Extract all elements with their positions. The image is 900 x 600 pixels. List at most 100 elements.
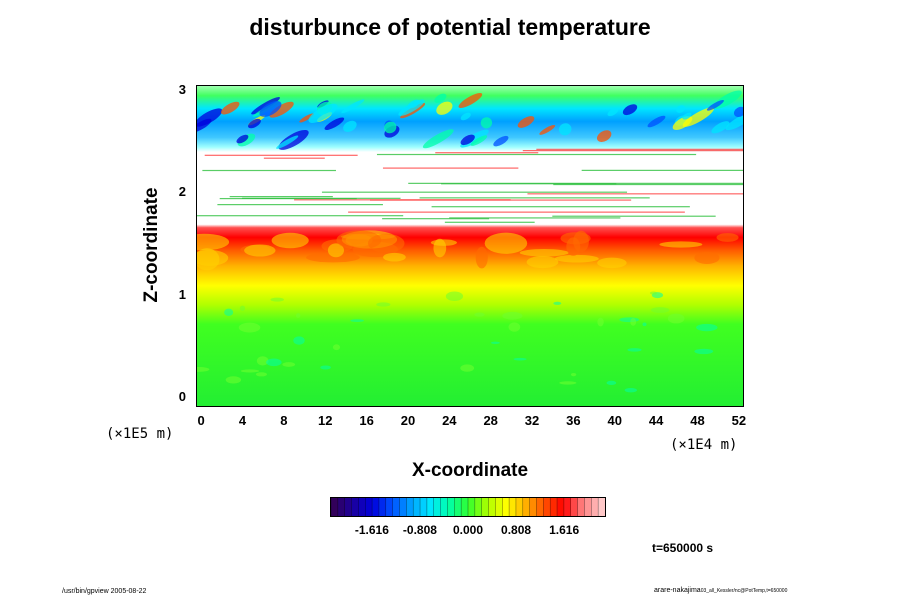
colorbar-cell (433, 498, 441, 516)
layer-streak (552, 215, 716, 217)
footer-left: /usr/bin/gpview 2005-08-22 (62, 588, 147, 595)
wave-blob (197, 108, 223, 127)
wave-blob (436, 101, 453, 115)
plot-area (196, 85, 744, 407)
colorbar-cell (406, 498, 414, 516)
lower-speck (293, 336, 305, 345)
layer-streak (449, 217, 621, 219)
lower-speck (490, 341, 500, 344)
footer-right: arare-nakajima03_all_Kessler/nc@PotTemp,… (654, 587, 787, 594)
wave-blob (460, 112, 471, 121)
layer-streak (444, 221, 535, 223)
y-tick-label: 1 (178, 286, 186, 302)
wave-blob (647, 115, 666, 128)
wave-blob (220, 101, 240, 115)
layer-streak (217, 204, 383, 206)
x-axis-unit: (×1E4 m) (670, 437, 738, 453)
warm-patch (694, 251, 720, 264)
x-tick-label: 0 (197, 413, 205, 428)
warm-patch (383, 252, 406, 262)
lower-speck (474, 312, 485, 317)
colorbar-cell (536, 498, 544, 516)
layer-streak (382, 167, 519, 169)
wave-blob (407, 99, 420, 109)
colorbar-cell (557, 498, 565, 516)
colorbar-cell (543, 498, 551, 516)
field-detail (197, 90, 743, 393)
colorbar-cell (399, 498, 407, 516)
warm-patch (526, 256, 559, 269)
warm-patch (244, 244, 276, 257)
lower-speck (239, 305, 246, 311)
colorbar-cell (440, 498, 448, 516)
colorbar-tick-label: 0.808 (501, 523, 532, 537)
colorbar-cell (365, 498, 373, 516)
wave-blob (384, 121, 397, 134)
lower-speck (513, 357, 527, 361)
warm-patch (197, 250, 229, 266)
wave-blob (460, 134, 475, 146)
colorbar-cell (372, 498, 380, 516)
warm-patch (197, 233, 230, 251)
warm-patch (716, 233, 739, 242)
colorbar-cell (502, 498, 510, 516)
lower-speck (255, 372, 268, 377)
layer-streak (419, 197, 650, 199)
colorbar-cell (378, 498, 387, 516)
wave-blob (607, 108, 619, 117)
colorbar-cell (522, 498, 530, 516)
warm-patch (475, 246, 488, 269)
colorbar-cell (358, 498, 366, 516)
warm-patch (484, 232, 528, 254)
colorbar-cell (454, 498, 462, 516)
warm-patch (554, 254, 599, 263)
wave-blob (676, 105, 686, 113)
wave-blob (733, 106, 743, 118)
colorbar-cell (351, 498, 359, 516)
lower-speck (597, 317, 604, 327)
layer-streak (229, 196, 333, 198)
colorbar-cell (481, 498, 489, 516)
wave-blob (299, 113, 315, 123)
colorbar-cell (413, 498, 421, 516)
warm-patch (566, 237, 581, 256)
warm-patch (659, 241, 703, 248)
wave-blob (711, 121, 730, 134)
wave-blob (308, 103, 338, 123)
lower-speck (649, 291, 658, 295)
footer-right-sub: 03_all_Kessler/nc@PotTemp,t=650000 (700, 588, 788, 594)
wave-blob (343, 120, 357, 132)
lower-speck (667, 313, 685, 324)
colorbar-cell (337, 498, 345, 516)
lower-speck (445, 291, 464, 302)
wave-blob (539, 124, 556, 135)
y-axis-label: Z-coordinate (141, 187, 162, 303)
time-label: t=650000 s (652, 541, 714, 555)
wave-blob (269, 101, 294, 118)
colorbar (330, 497, 606, 517)
lower-speck (508, 322, 521, 332)
wave-blob (706, 100, 724, 111)
colorbar-cell (495, 498, 503, 516)
x-tick-label: 44 (648, 413, 664, 428)
warm-patch (519, 248, 569, 257)
warm-patch (271, 232, 309, 249)
lower-speck (624, 387, 638, 393)
colorbar-cell (570, 498, 578, 516)
warm-patch (336, 230, 382, 250)
wave-blob (622, 104, 638, 116)
lower-speck (502, 311, 523, 320)
layer-streak (321, 191, 628, 193)
x-tick-label: 32 (524, 413, 540, 428)
layer-streak (522, 150, 743, 152)
layer-streak (202, 169, 336, 172)
wave-blob (236, 134, 249, 144)
x-tick-label: 28 (483, 413, 498, 428)
colorbar-cell (420, 498, 428, 516)
lower-speck (696, 323, 718, 332)
x-tick-label: 4 (238, 413, 247, 428)
wave-blob (324, 117, 345, 130)
colorbar-cell (550, 498, 558, 516)
colorbar-cell (563, 498, 572, 516)
wave-blob (341, 99, 365, 114)
